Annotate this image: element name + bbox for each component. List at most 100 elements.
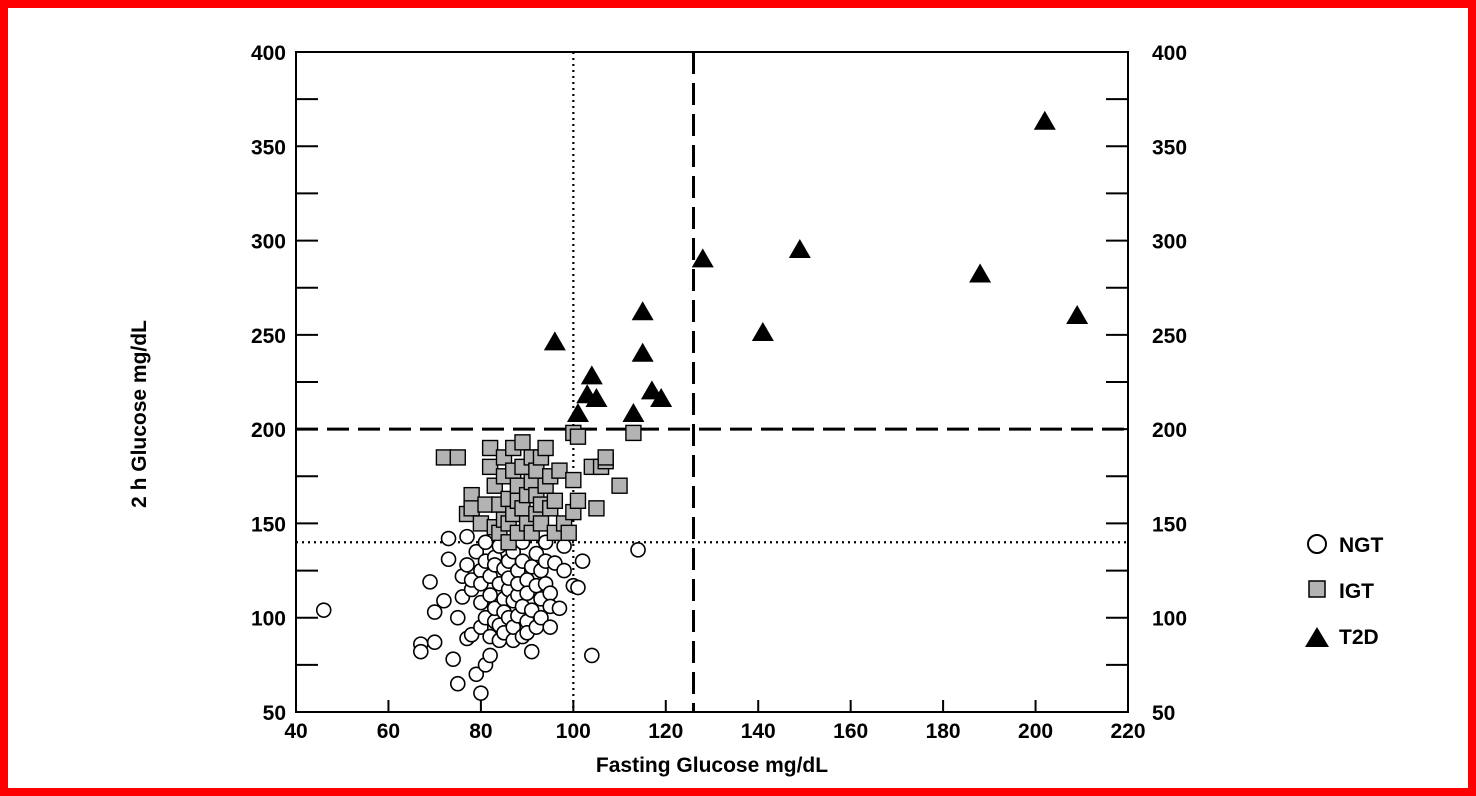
point-ngt (422, 574, 438, 590)
point-ngt (426, 604, 443, 620)
point-igt (611, 477, 628, 494)
y-tick-label-left: 200 (251, 419, 286, 442)
reference-lines (296, 52, 1128, 712)
point-t2d (543, 331, 566, 351)
point-ngt (426, 634, 443, 651)
point-ngt (570, 579, 586, 596)
y-tick-label-right: 300 (1152, 231, 1187, 254)
point-t2d (788, 239, 811, 258)
point-t2d (585, 387, 608, 407)
point-ngt (477, 534, 494, 551)
point-igt (565, 471, 582, 489)
plot-area-frame (295, 51, 1129, 713)
axes: 40 60 80 100 120 140 160 180 200 220 50 100 150 200 25… (251, 42, 1187, 743)
legend-label-igt: IGT (1339, 580, 1374, 603)
y-tick-label-right: 250 (1152, 325, 1187, 348)
point-t2d (631, 342, 654, 362)
point-ngt (584, 647, 600, 664)
y-tick-label-left: 50 (263, 702, 286, 725)
point-ngt (459, 557, 475, 573)
y-tick-label-right: 100 (1152, 608, 1187, 631)
point-ngt (315, 602, 332, 618)
point-igt (560, 524, 577, 542)
y-tick-label-left: 300 (251, 231, 286, 254)
point-t2d (580, 365, 603, 385)
point-igt (435, 449, 453, 466)
point-ngt (436, 592, 452, 609)
legend-label-t2d: T2D (1339, 626, 1379, 649)
point-t2d (751, 321, 774, 341)
point-t2d (631, 301, 654, 321)
x-tick-label: 140 (741, 720, 776, 743)
point-igt (546, 492, 564, 509)
x-tick-label: 80 (469, 720, 492, 743)
point-ngt (523, 643, 540, 660)
x-tick-label: 120 (648, 720, 683, 743)
x-tick-label: 60 (377, 720, 400, 743)
point-ngt (468, 543, 485, 560)
x-tick-label: 200 (1018, 720, 1053, 743)
point-ngt (440, 551, 457, 568)
x-tick-label: 40 (284, 720, 307, 743)
point-igt (537, 439, 554, 457)
point-ngt (551, 600, 568, 617)
point-igt (588, 500, 605, 517)
y-tick-label-left: 350 (251, 136, 286, 159)
point-igt (514, 434, 531, 451)
point-ngt (556, 538, 572, 554)
point-t2d (650, 387, 673, 407)
point-igt (472, 515, 490, 532)
point-ngt (482, 647, 498, 664)
point-igt (481, 439, 499, 457)
legend-label-ngt: NGT (1339, 534, 1384, 557)
point-t2d (969, 263, 992, 283)
y-tick-label-right: 400 (1152, 42, 1187, 65)
y-tick-label-right: 350 (1152, 136, 1187, 159)
point-t2d (566, 403, 589, 423)
y-tick-label-left: 150 (251, 513, 286, 536)
x-tick-label: 180 (926, 720, 961, 743)
x-tick-label: 100 (556, 720, 591, 743)
point-ngt (574, 553, 591, 569)
point-igt (449, 449, 466, 466)
point-ngt (412, 643, 429, 660)
point-ngt (459, 528, 475, 545)
y-tick-label-right: 200 (1152, 419, 1187, 442)
x-tick-label: 220 (1110, 720, 1145, 743)
point-ngt (556, 562, 572, 579)
point-ngt (449, 675, 466, 692)
point-t2d (1066, 305, 1089, 324)
data-points (315, 110, 1089, 701)
point-igt (481, 458, 499, 476)
point-ngt (468, 666, 485, 683)
point-ngt (630, 542, 646, 558)
point-ngt (445, 651, 461, 668)
point-igt (463, 500, 480, 517)
legend-marker-ngt (1307, 534, 1327, 554)
y-tick-label-left: 250 (251, 325, 286, 348)
x-tick-label: 160 (833, 720, 868, 743)
point-ngt (440, 530, 457, 547)
point-ngt (542, 619, 559, 635)
point-ngt (473, 685, 489, 701)
point-ngt (542, 585, 559, 602)
point-igt (597, 449, 614, 466)
point-igt (569, 492, 587, 509)
y-tick-label-left: 100 (251, 608, 286, 631)
point-igt (477, 496, 494, 513)
y-tick-label-right: 50 (1152, 702, 1175, 725)
point-igt (569, 428, 587, 445)
legend-marker-t2d (1305, 627, 1329, 647)
point-t2d (622, 403, 645, 423)
point-t2d (691, 248, 714, 268)
point-ngt (533, 609, 549, 626)
point-t2d (1033, 110, 1056, 130)
legend: NGT IGT T2D (1305, 534, 1384, 649)
legend-marker-igt (1308, 580, 1326, 598)
point-ngt (449, 609, 466, 626)
y-tick-label-right: 150 (1152, 513, 1187, 536)
y-tick-label-left: 400 (251, 42, 286, 65)
y-axis-title: 2 h Glucose mg/dL (128, 320, 151, 508)
x-axis-title: Fasting Glucose mg/dL (596, 754, 828, 777)
